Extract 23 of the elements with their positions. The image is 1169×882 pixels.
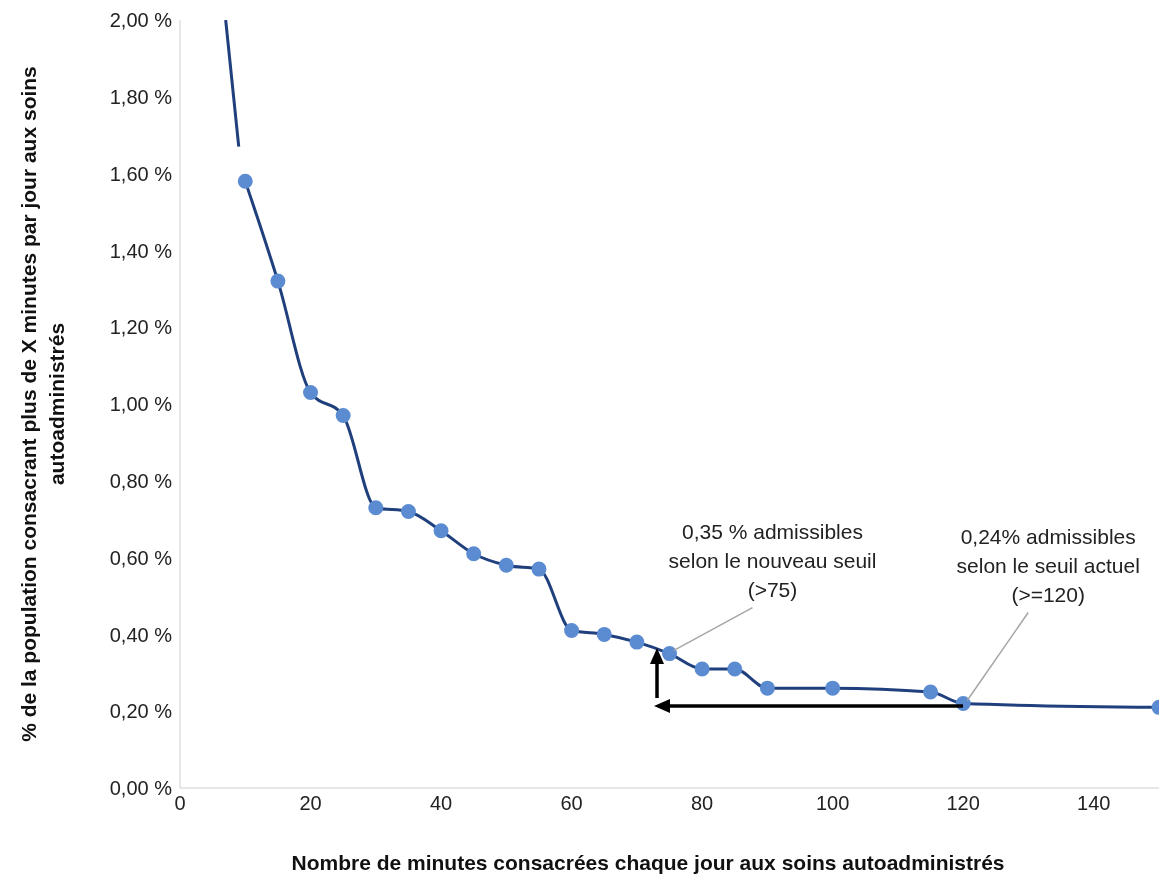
x-tick-label: 80 <box>691 792 714 815</box>
y-tick-label: 0,40 % <box>109 623 173 646</box>
y-tick-label: 0,00 % <box>109 777 173 800</box>
x-tick-label: 140 <box>1077 792 1111 815</box>
x-tick-label: 40 <box>429 792 453 815</box>
x-tick-label: 120 <box>946 792 980 815</box>
x-axis-title: Nombre de minutes consacrées chaque jour aux soins autoadministrés <box>290 851 1006 875</box>
x-tick-label: 60 <box>560 792 583 815</box>
y-tick-label: 2,00 % <box>109 9 173 32</box>
y-tick-label: 1,80 % <box>109 85 173 108</box>
y-tick-label: 0,60 % <box>109 546 173 569</box>
y-tick-label: 0,20 % <box>109 700 173 723</box>
y-tick-label: 1,60 % <box>109 162 173 185</box>
x-tick-label: 0 <box>174 792 186 815</box>
y-tick-label: 0,80 % <box>109 469 173 492</box>
x-tick-label: 100 <box>815 792 850 815</box>
x-tick-label: 20 <box>299 792 322 815</box>
y-tick-label: 1,00 % <box>109 393 173 416</box>
annotation: 0,24% admissibles selon le seuil actuel (>=120) <box>955 523 1141 608</box>
y-tick-label: 1,40 % <box>109 239 173 262</box>
y-tick-label: 1,20 % <box>109 316 173 339</box>
y-axis-title: % de la population consacrant plus de X minutes par jour aux soins autoadministrés <box>16 65 69 744</box>
annotation: 0,35 % admissibles selon le nouveau seuil (>75) <box>667 518 878 603</box>
